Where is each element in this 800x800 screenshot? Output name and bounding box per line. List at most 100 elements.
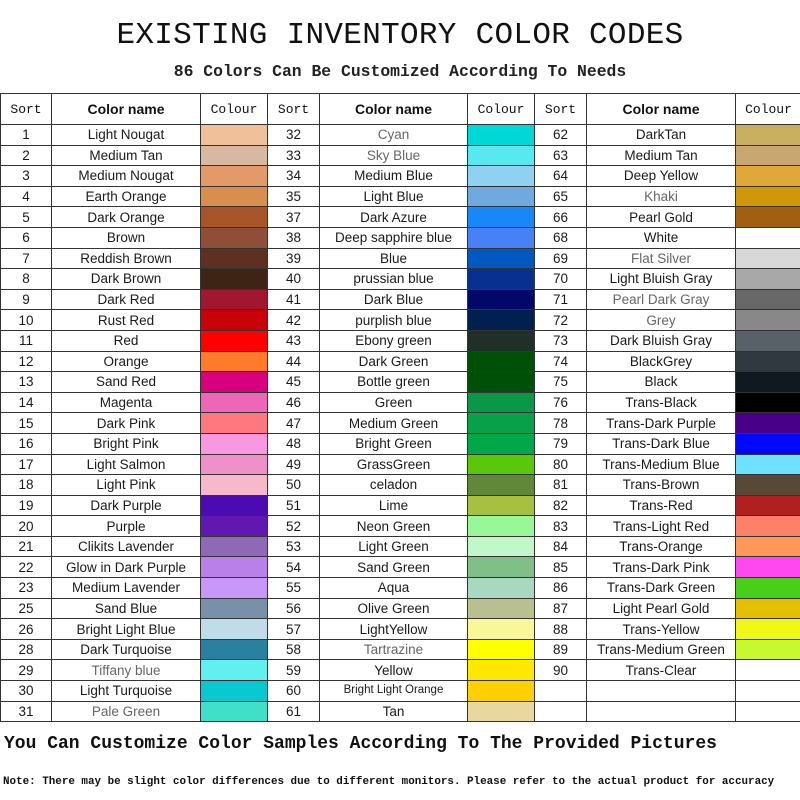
color-name-cell: Trans-Dark Purple: [586, 412, 736, 434]
colour-swatch: [735, 453, 800, 476]
color-name-cell: Light Bluish Gray: [586, 268, 736, 290]
sort-cell: 43: [267, 329, 320, 352]
sort-cell: 13: [0, 371, 52, 393]
colour-swatch: [200, 700, 268, 723]
color-name-cell: Purple: [51, 515, 201, 537]
sort-cell: 81: [534, 474, 587, 496]
table-row: 3 Medium Nougat 34 Medium Blue 64 Deep Yellow: [0, 165, 800, 187]
sort-cell: 32: [267, 124, 320, 146]
table-row: 26 Bright Light Blue 57 LightYellow 88 Trans-…: [0, 618, 800, 640]
colour-swatch: [467, 597, 535, 620]
sort-cell: 41: [267, 288, 320, 311]
colour-swatch: [467, 618, 535, 640]
sort-cell: 64: [534, 165, 587, 187]
sort-cell: 14: [0, 391, 52, 414]
color-name-cell: Trans-Light Red: [586, 515, 736, 537]
color-name-cell: Olive Green: [319, 597, 468, 620]
color-name-cell: Bright Light Blue: [51, 618, 201, 640]
colour-swatch: [735, 350, 800, 373]
colour-swatch: [200, 515, 268, 537]
colour-swatch: [200, 535, 268, 558]
sort-cell: 4: [0, 185, 52, 208]
colour-swatch: [200, 226, 268, 249]
color-name-cell: purplish blue: [319, 309, 468, 331]
color-name-cell: Deep sapphire blue: [319, 226, 468, 249]
sort-cell: 79: [534, 432, 587, 455]
sort-cell: 31: [0, 700, 52, 723]
sort-cell: 70: [534, 268, 587, 290]
color-name-cell: DarkTan: [586, 124, 736, 146]
sort-cell: 50: [267, 474, 320, 496]
sort-cell: 80: [534, 453, 587, 476]
sort-cell: 66: [534, 206, 587, 228]
table-row: 6 Brown 38 Deep sapphire blue 68 White: [0, 226, 800, 249]
colour-swatch: [200, 288, 268, 311]
color-name-cell: Rust Red: [51, 309, 201, 331]
sort-cell: 84: [534, 535, 587, 558]
color-name-cell: Flat Silver: [586, 247, 736, 270]
color-name-cell: Dark Purple: [51, 494, 201, 517]
colour-swatch: [200, 474, 268, 496]
colour-swatch: [200, 556, 268, 579]
colour-swatch: [735, 680, 800, 702]
colour-swatch: [467, 638, 535, 661]
sort-cell: 3: [0, 165, 52, 187]
colour-swatch: [200, 371, 268, 393]
color-name-cell: Black: [586, 371, 736, 393]
colour-swatch: [200, 268, 268, 290]
color-name-cell: Yellow: [319, 659, 468, 682]
color-name-cell: Medium Nougat: [51, 165, 201, 187]
colour-swatch: [735, 247, 800, 270]
color-name-cell: Sand Blue: [51, 597, 201, 620]
color-name-cell: Grey: [586, 309, 736, 331]
header-sort: Sort: [0, 93, 52, 125]
table-row: 22 Glow in Dark Purple 54 Sand Green 85 Trans…: [0, 556, 800, 579]
sort-cell: 88: [534, 618, 587, 640]
colour-swatch: [200, 453, 268, 476]
colour-swatch: [467, 247, 535, 270]
colour-swatch: [735, 597, 800, 620]
color-name-cell: Medium Blue: [319, 165, 468, 187]
color-name-cell: Trans-Brown: [586, 474, 736, 496]
sort-cell: 21: [0, 535, 52, 558]
colour-swatch: [200, 350, 268, 373]
table-row: 31 Pale Green 61 Tan: [0, 700, 800, 723]
header-colour: Colour: [735, 93, 800, 125]
sort-cell: 12: [0, 350, 52, 373]
sort-cell: 46: [267, 391, 320, 414]
colour-swatch: [200, 391, 268, 414]
colour-swatch: [467, 556, 535, 579]
table-row: 9 Dark Red 41 Dark Blue 71 Pearl Dark Gray: [0, 288, 800, 311]
table-row: 14 Magenta 46 Green 76 Trans-Black: [0, 391, 800, 414]
sort-cell: 63: [534, 144, 587, 167]
sort-cell: 6: [0, 226, 52, 249]
table-row: 8 Dark Brown 40 prussian blue 70 Light Bluish…: [0, 268, 800, 290]
colour-swatch: [735, 515, 800, 537]
color-name-cell: Light Green: [319, 535, 468, 558]
colour-swatch: [200, 597, 268, 620]
sort-cell: 57: [267, 618, 320, 640]
colour-swatch: [467, 494, 535, 517]
colour-swatch: [200, 412, 268, 434]
color-name-cell: Bright Light Orange: [319, 680, 468, 702]
color-name-cell: Aqua: [319, 577, 468, 599]
sort-cell: 37: [267, 206, 320, 228]
color-name-cell: Magenta: [51, 391, 201, 414]
color-name-cell: Light Pink: [51, 474, 201, 496]
colour-swatch: [200, 680, 268, 702]
colour-swatch: [735, 288, 800, 311]
table-row: 13 Sand Red 45 Bottle green 75 Black: [0, 371, 800, 393]
colour-swatch: [467, 165, 535, 187]
sort-cell: 76: [534, 391, 587, 414]
table-row: 29 Tiffany blue 59 Yellow 90 Trans-Clear: [0, 659, 800, 682]
color-name-cell: Light Blue: [319, 185, 468, 208]
colour-swatch: [467, 432, 535, 455]
colour-swatch: [200, 659, 268, 682]
color-name-cell: Clikits Lavender: [51, 535, 201, 558]
colour-swatch: [735, 412, 800, 434]
sort-cell: 16: [0, 432, 52, 455]
sort-cell: 29: [0, 659, 52, 682]
sort-cell: 61: [267, 700, 320, 723]
colour-swatch: [200, 309, 268, 331]
sort-cell: 60: [267, 680, 320, 702]
